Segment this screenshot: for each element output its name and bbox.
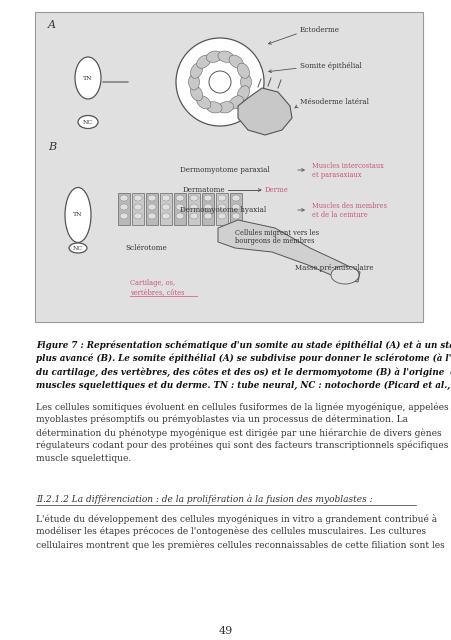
- Text: B: B: [48, 142, 56, 152]
- Text: muscles squelettiques et du derme. TN : tube neural, NC : notochorde (Picard et : muscles squelettiques et du derme. TN : …: [36, 381, 451, 390]
- Ellipse shape: [231, 195, 239, 201]
- Text: régulateurs codant pour des protéines qui sont des facteurs transcriptionnels sp: régulateurs codant pour des protéines qu…: [36, 441, 451, 451]
- Ellipse shape: [120, 204, 128, 210]
- Ellipse shape: [217, 102, 233, 113]
- Text: Figure 7 : Représentation schématique d'un somite au stade épithélial (A) et à u: Figure 7 : Représentation schématique d'…: [36, 340, 451, 349]
- Text: Ectoderme: Ectoderme: [299, 26, 339, 34]
- Ellipse shape: [147, 195, 156, 201]
- Ellipse shape: [65, 188, 91, 243]
- Text: plus avancé (B). Le somite épithélial (A) se subdivise pour donner le sclérotome: plus avancé (B). Le somite épithélial (A…: [36, 353, 451, 363]
- Text: Dermatome: Dermatome: [183, 186, 225, 194]
- Text: Cellules migrent vers les: Cellules migrent vers les: [235, 229, 318, 237]
- Text: Sclérotome: Sclérotome: [125, 244, 166, 252]
- Ellipse shape: [120, 213, 128, 219]
- FancyBboxPatch shape: [216, 193, 227, 225]
- Ellipse shape: [120, 195, 128, 201]
- Text: NC: NC: [83, 120, 93, 125]
- Ellipse shape: [203, 195, 212, 201]
- Ellipse shape: [229, 55, 243, 68]
- Ellipse shape: [196, 96, 211, 109]
- Ellipse shape: [78, 115, 98, 129]
- Text: Mésoderme latéral: Mésoderme latéral: [299, 98, 368, 106]
- Ellipse shape: [189, 195, 198, 201]
- Text: TN: TN: [73, 212, 83, 218]
- Text: modéliser les étapes précoces de l'ontogenèse des cellules musculaires. Les cult: modéliser les étapes précoces de l'ontog…: [36, 527, 425, 536]
- Ellipse shape: [190, 86, 202, 101]
- Polygon shape: [238, 88, 291, 135]
- Text: muscle squelettique.: muscle squelettique.: [36, 454, 131, 463]
- FancyBboxPatch shape: [35, 12, 422, 322]
- Ellipse shape: [133, 204, 142, 210]
- Text: Muscles intercostaux: Muscles intercostaux: [311, 162, 383, 170]
- Ellipse shape: [175, 195, 184, 201]
- Ellipse shape: [175, 204, 184, 210]
- Ellipse shape: [231, 213, 239, 219]
- Text: Les cellules somitiques évoluent en cellules fusiformes de la lignée myogénique,: Les cellules somitiques évoluent en cell…: [36, 402, 448, 412]
- Text: Muscles des membres: Muscles des membres: [311, 202, 386, 210]
- Text: Dermomyotome paraxial: Dermomyotome paraxial: [179, 166, 269, 174]
- Ellipse shape: [75, 57, 101, 99]
- Circle shape: [208, 71, 230, 93]
- Text: détermination du phénotype myogénique est dirigée par une hiérarchie de divers g: détermination du phénotype myogénique es…: [36, 428, 441, 438]
- Ellipse shape: [203, 213, 212, 219]
- Ellipse shape: [147, 213, 156, 219]
- Ellipse shape: [330, 266, 358, 284]
- FancyBboxPatch shape: [146, 193, 158, 225]
- Text: myoblastes présomptifs ou prémyoblastes via un processus de détermination. La: myoblastes présomptifs ou prémyoblastes …: [36, 415, 407, 424]
- FancyBboxPatch shape: [118, 193, 130, 225]
- Ellipse shape: [188, 74, 199, 90]
- Text: et de la ceinture: et de la ceinture: [311, 211, 367, 219]
- Ellipse shape: [161, 195, 170, 201]
- Ellipse shape: [133, 195, 142, 201]
- Text: Somite épithélial: Somite épithélial: [299, 62, 361, 70]
- Ellipse shape: [217, 51, 233, 62]
- Text: Masse pré-musculaire: Masse pré-musculaire: [295, 264, 373, 272]
- Ellipse shape: [133, 213, 142, 219]
- Ellipse shape: [161, 204, 170, 210]
- Ellipse shape: [189, 213, 198, 219]
- Ellipse shape: [217, 213, 226, 219]
- Ellipse shape: [175, 213, 184, 219]
- Ellipse shape: [190, 63, 202, 78]
- Ellipse shape: [231, 204, 239, 210]
- Text: Cartilage, os,: Cartilage, os,: [130, 279, 175, 287]
- Text: vertèbres, côtes: vertèbres, côtes: [130, 288, 184, 296]
- Ellipse shape: [237, 86, 249, 101]
- Text: bourgeons de membres: bourgeons de membres: [235, 237, 314, 245]
- Ellipse shape: [196, 55, 211, 68]
- Text: et parasaxiaux: et parasaxiaux: [311, 171, 361, 179]
- FancyBboxPatch shape: [174, 193, 186, 225]
- Text: L'étude du développement des cellules myogéniques in vitro a grandement contribu: L'étude du développement des cellules my…: [36, 514, 436, 524]
- Text: du cartilage, des vertèbres, des côtes et des os) et le dermomyotome (B) à l'ori: du cartilage, des vertèbres, des côtes e…: [36, 367, 451, 376]
- FancyBboxPatch shape: [202, 193, 213, 225]
- Text: Dermomyotome hyaxial: Dermomyotome hyaxial: [179, 206, 266, 214]
- Text: cellulaires montrent que les premières cellules reconnaissables de cette filiati: cellulaires montrent que les premières c…: [36, 540, 444, 550]
- Ellipse shape: [217, 195, 226, 201]
- Ellipse shape: [229, 96, 243, 109]
- FancyBboxPatch shape: [230, 193, 241, 225]
- Ellipse shape: [217, 204, 226, 210]
- Ellipse shape: [206, 102, 221, 113]
- Text: 49: 49: [218, 626, 233, 636]
- Ellipse shape: [189, 204, 198, 210]
- FancyBboxPatch shape: [188, 193, 199, 225]
- FancyBboxPatch shape: [160, 193, 172, 225]
- Polygon shape: [217, 220, 359, 282]
- Ellipse shape: [147, 204, 156, 210]
- Ellipse shape: [237, 63, 249, 78]
- Circle shape: [175, 38, 263, 126]
- Text: A: A: [48, 20, 56, 30]
- FancyBboxPatch shape: [132, 193, 144, 225]
- Text: Derme: Derme: [264, 186, 288, 194]
- Ellipse shape: [69, 243, 87, 253]
- Ellipse shape: [206, 51, 221, 62]
- Text: TN: TN: [83, 76, 92, 81]
- Ellipse shape: [203, 204, 212, 210]
- Text: II.2.1.2 La différenciation : de la prolifération à la fusion des myoblastes :: II.2.1.2 La différenciation : de la prol…: [36, 494, 372, 504]
- Ellipse shape: [240, 74, 251, 90]
- Ellipse shape: [161, 213, 170, 219]
- Text: NC: NC: [73, 246, 83, 250]
